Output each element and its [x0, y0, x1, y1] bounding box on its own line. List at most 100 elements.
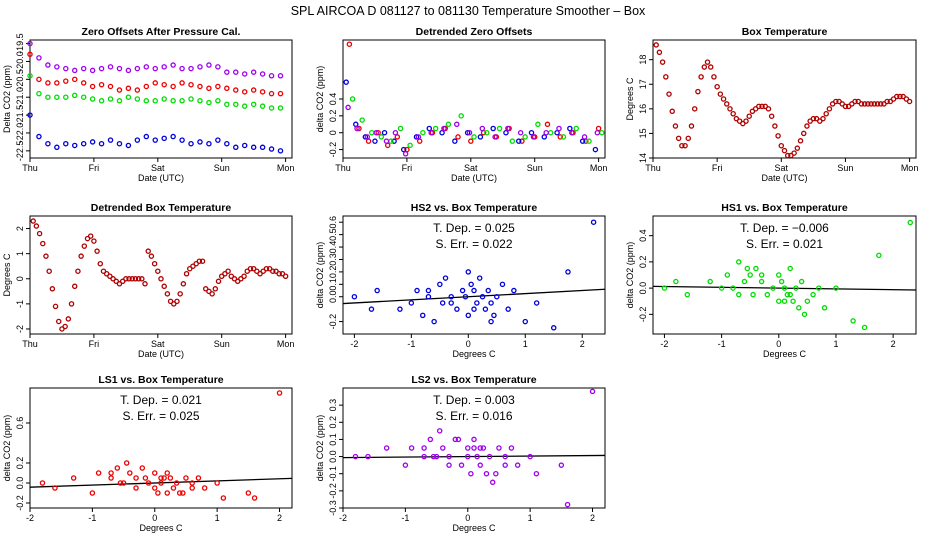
- data-point: [68, 301, 75, 307]
- data-point: [408, 445, 415, 451]
- data-point: [268, 146, 275, 152]
- data-point: [465, 445, 471, 451]
- data-point: [126, 276, 132, 282]
- data-point: [152, 80, 158, 86]
- data-point: [790, 298, 796, 304]
- y-tick-label: -0.2: [328, 483, 338, 499]
- data-point: [736, 259, 742, 265]
- data-point: [36, 90, 42, 97]
- data-point: [177, 291, 183, 297]
- data-point: [161, 135, 167, 142]
- data-point: [778, 142, 785, 149]
- data-point: [199, 258, 206, 264]
- x-tick-label: 0: [466, 339, 471, 349]
- data-point: [188, 81, 194, 88]
- std-error-label: S. Err. = 0.022: [435, 237, 512, 251]
- data-point: [787, 291, 793, 298]
- data-point: [91, 238, 97, 244]
- y-tick-label: 0: [15, 276, 25, 281]
- data-point: [820, 115, 826, 122]
- data-point: [158, 475, 164, 481]
- y-tick-label: -20.5: [15, 69, 25, 90]
- data-point: [437, 281, 443, 288]
- data-point: [233, 69, 239, 75]
- y-axis-label: Degrees C: [625, 77, 635, 121]
- data-point: [476, 275, 483, 281]
- data-point: [770, 285, 776, 291]
- plot-frame: [652, 215, 917, 335]
- data-point: [484, 129, 490, 136]
- y-axis-label: delta CO2 (ppm): [315, 242, 325, 309]
- data-point: [659, 59, 666, 65]
- data-point: [465, 312, 472, 319]
- data-point: [446, 462, 452, 468]
- x-tick-label: 0: [152, 513, 157, 523]
- data-point: [197, 83, 203, 90]
- x-axis-label: Date (UTC): [761, 173, 807, 183]
- data-point: [206, 99, 212, 106]
- data-point: [772, 123, 778, 129]
- data-point: [425, 293, 432, 300]
- data-point: [107, 83, 114, 90]
- data-point: [544, 121, 551, 128]
- x-tick-label: Sat: [464, 163, 478, 173]
- data-point: [71, 67, 78, 74]
- x-tick-label: 0: [465, 513, 470, 523]
- data-point: [758, 272, 765, 278]
- data-point: [224, 101, 230, 108]
- data-point: [39, 480, 46, 486]
- data-point: [432, 125, 439, 132]
- data-point: [143, 98, 150, 104]
- y-tick-label: 18: [638, 55, 648, 65]
- page-title: SPL AIRCOA D 081127 to 081130 Temperatur…: [291, 4, 646, 18]
- std-error-label: S. Err. = 0.025: [122, 409, 199, 423]
- y-tick-label: 0.2: [638, 256, 648, 269]
- x-tick-label: Sat: [151, 339, 165, 349]
- y-tick-label: -0.2: [15, 495, 25, 511]
- data-point: [134, 96, 141, 102]
- data-point: [135, 276, 142, 282]
- data-point: [823, 111, 829, 117]
- data-point: [206, 85, 212, 92]
- data-point: [744, 265, 751, 272]
- data-point: [508, 445, 515, 451]
- data-point: [155, 490, 161, 496]
- data-point: [452, 436, 459, 443]
- data-point: [440, 445, 446, 451]
- data-point: [701, 64, 708, 70]
- x-tick-label: Sun: [214, 163, 230, 173]
- data-point: [161, 64, 167, 70]
- data-point: [906, 98, 913, 105]
- x-tick-label: 0: [776, 339, 781, 349]
- data-point: [250, 101, 257, 108]
- panel-title: Detrended Zero Offsets: [416, 26, 533, 38]
- data-point: [139, 276, 145, 282]
- panel-title: HS1 vs. Box Temperature: [721, 202, 848, 214]
- data-point: [581, 134, 588, 140]
- data-point: [718, 285, 725, 291]
- data-point: [62, 323, 68, 330]
- data-point: [277, 105, 284, 111]
- data-point: [707, 64, 714, 70]
- x-tick-label: 2: [590, 513, 595, 523]
- data-point: [833, 98, 839, 105]
- data-point: [695, 88, 701, 95]
- data-point: [183, 475, 189, 481]
- data-point: [98, 140, 105, 147]
- data-point: [179, 137, 185, 143]
- data-point: [158, 276, 164, 282]
- data-point: [714, 83, 720, 90]
- data-point: [454, 306, 460, 312]
- data-point: [599, 129, 605, 136]
- data-point: [468, 470, 474, 477]
- data-point: [117, 480, 124, 486]
- data-point: [127, 470, 133, 476]
- plot-frame: [29, 39, 293, 159]
- data-point: [656, 49, 663, 56]
- data-point: [394, 134, 401, 140]
- data-point: [494, 293, 500, 300]
- data-point: [758, 278, 765, 285]
- y-tick-label: 0.1: [328, 433, 338, 446]
- panel-box-temperature: Box Temperature Thu Fri Sat Sun Mon 14 15 16 17 18…: [625, 26, 918, 183]
- data-point: [116, 87, 123, 93]
